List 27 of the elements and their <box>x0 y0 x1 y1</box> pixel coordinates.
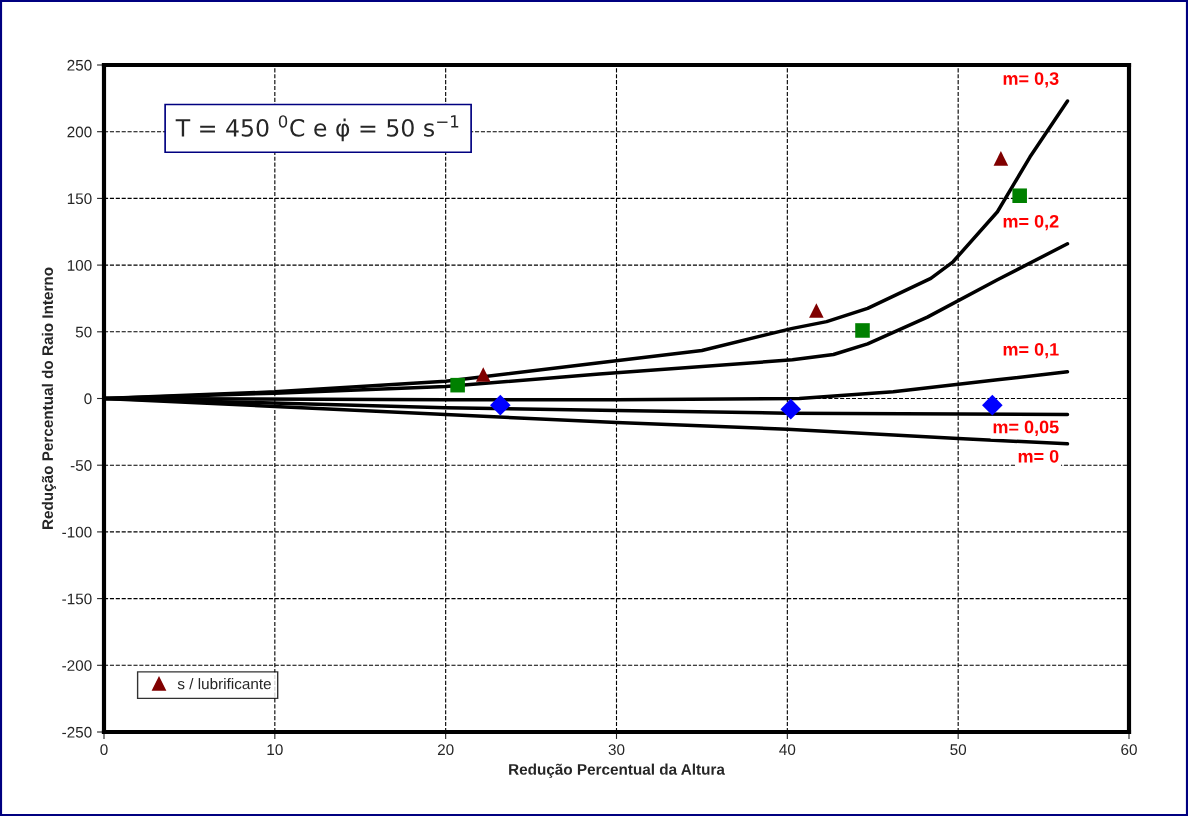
y-tick-label: 250 <box>67 59 92 71</box>
y-tick-label: -250 <box>62 726 92 738</box>
y-tick-label: -150 <box>62 593 92 605</box>
x-tick-label: 50 <box>950 744 967 756</box>
series-label: m= 0 <box>1018 449 1059 463</box>
series-label: m= 0,2 <box>1003 214 1059 231</box>
x-tick-label: 60 <box>1121 744 1137 756</box>
y-tick-label: -100 <box>62 526 92 538</box>
series-label: m= 0,1 <box>1003 342 1059 359</box>
y-tick-label: 0 <box>84 393 92 405</box>
y-tick-label: 200 <box>67 126 92 138</box>
series-label: m= 0,05 <box>993 420 1059 436</box>
x-tick-label: 20 <box>437 744 454 756</box>
y-tick-label: 150 <box>67 193 92 205</box>
y-axis-title: Redução Percentual do Raio Interno <box>41 267 57 530</box>
legend-label: s / lubrificante <box>177 678 271 690</box>
x-axis-title: Redução Percentual da Altura <box>509 763 725 778</box>
series-label: m= 0,3 <box>1003 72 1059 88</box>
x-tick-label: 30 <box>608 744 625 756</box>
x-tick-label: 40 <box>779 744 796 756</box>
y-tick-label: 50 <box>75 326 92 338</box>
y-tick-label: 100 <box>67 259 92 271</box>
y-tick-label: -200 <box>62 660 92 671</box>
x-tick-label: 0 <box>100 744 108 756</box>
x-tick-label: 10 <box>267 744 283 756</box>
y-tick-label: -50 <box>70 460 92 471</box>
annotation: T = 450 $^{0}$C e φ̇ = 50 s$^{−1}$ <box>175 115 459 142</box>
